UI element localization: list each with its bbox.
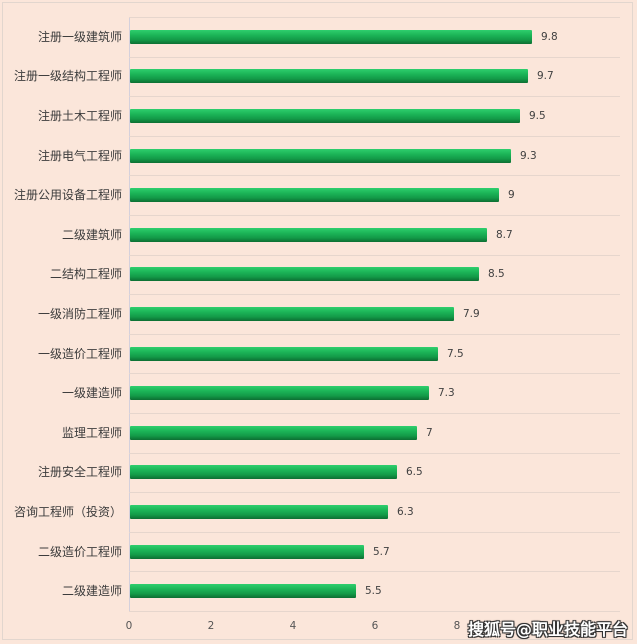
gridline (129, 571, 620, 572)
value-label: 7.5 (447, 348, 464, 360)
gridline (129, 373, 620, 374)
gridline (129, 492, 620, 493)
category-label: 咨询工程师（投资） (13, 505, 122, 519)
value-label: 7 (426, 427, 433, 439)
value-label: 7.3 (438, 387, 455, 399)
gridline (129, 17, 620, 18)
category-label: 一级消防工程师 (37, 307, 122, 321)
category-label: 二级建筑师 (61, 228, 122, 242)
category-label: 二级造价工程师 (37, 545, 122, 559)
gridline (129, 96, 620, 97)
gridline (129, 255, 620, 256)
bar (130, 228, 487, 242)
gridline (129, 453, 620, 454)
bar (130, 149, 511, 163)
value-label: 9.7 (537, 70, 554, 82)
category-label: 二结构工程师 (49, 267, 122, 281)
bar (130, 109, 520, 123)
value-label: 9.3 (520, 150, 537, 162)
category-label: 监理工程师 (61, 426, 122, 440)
bar (130, 545, 364, 559)
bar (130, 386, 429, 400)
bar (130, 69, 528, 83)
value-label: 9.5 (529, 110, 546, 122)
x-tick-label: 8 (453, 620, 461, 632)
gridline (129, 334, 620, 335)
value-label: 9 (508, 189, 515, 201)
gridline (129, 57, 620, 58)
y-axis-line (129, 17, 130, 611)
gridline (129, 611, 620, 612)
value-label: 5.5 (365, 585, 382, 597)
gridline (129, 532, 620, 533)
gridline (129, 215, 620, 216)
gridline (129, 294, 620, 295)
category-label: 注册电气工程师 (37, 149, 122, 163)
bar (130, 505, 388, 519)
value-label: 5.7 (373, 546, 390, 558)
bar (130, 188, 499, 202)
x-tick-label: 6 (371, 620, 379, 632)
value-label: 9.8 (541, 31, 558, 43)
gridline (129, 136, 620, 137)
x-tick-label: 10 (532, 620, 546, 632)
category-label: 注册一级结构工程师 (13, 69, 122, 83)
bar (130, 30, 532, 44)
x-tick-label: 0 (125, 620, 133, 632)
gridline (129, 175, 620, 176)
category-label: 二级建造师 (61, 584, 122, 598)
bar (130, 465, 397, 479)
category-label: 注册一级建筑师 (37, 30, 122, 44)
category-label: 注册土木工程师 (37, 109, 122, 123)
category-label: 一级建造师 (61, 386, 122, 400)
value-label: 8.7 (496, 229, 513, 241)
bar (130, 347, 438, 361)
value-label: 8.5 (488, 268, 505, 280)
value-label: 6.5 (406, 466, 423, 478)
bar (130, 584, 356, 598)
bar (130, 426, 417, 440)
x-tick-label: 4 (289, 620, 297, 632)
x-tick-label: 2 (207, 620, 215, 632)
value-label: 6.3 (397, 506, 414, 518)
watermark: 搜狐号@职业技能平台 (468, 620, 629, 639)
bar (130, 267, 479, 281)
category-label: 一级造价工程师 (37, 347, 122, 361)
category-label: 注册安全工程师 (37, 465, 122, 479)
category-label: 注册公用设备工程师 (13, 188, 122, 202)
bar (130, 307, 454, 321)
value-label: 7.9 (463, 308, 480, 320)
gridline (129, 413, 620, 414)
